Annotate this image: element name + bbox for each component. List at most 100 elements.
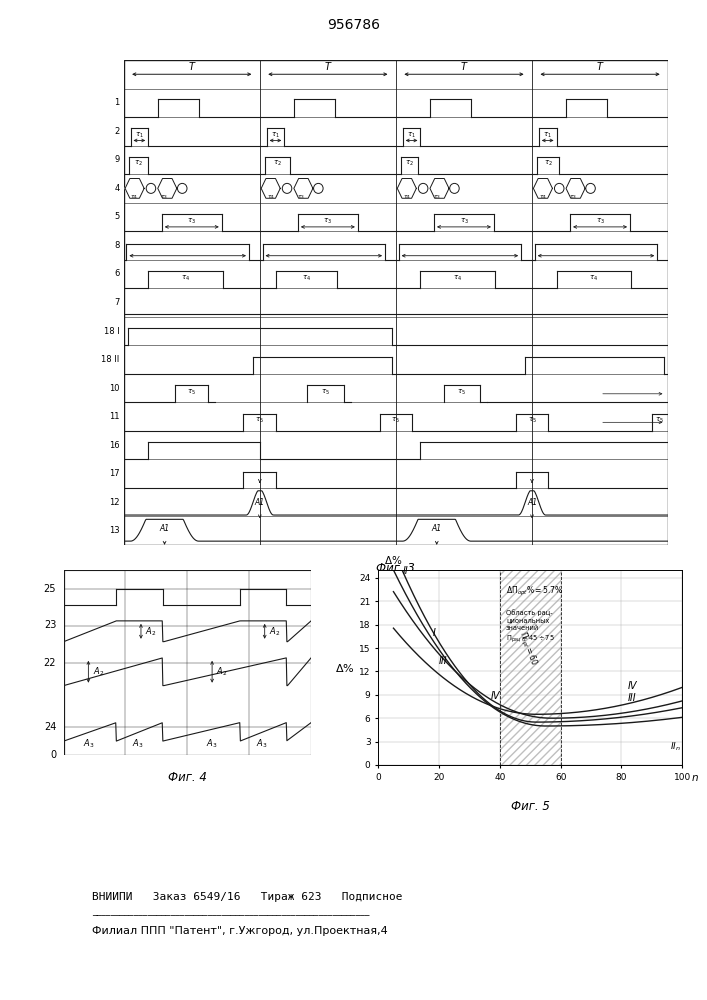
Polygon shape [533,178,552,198]
Polygon shape [397,178,416,198]
Text: Область рац-
циональных
значений
$\Pi_{рац}=45\div75$: Область рац- циональных значений $\Pi_{р… [506,609,555,645]
Text: A1: A1 [160,524,170,533]
Text: $\tau_3$: $\tau_3$ [323,217,332,226]
Text: 23: 23 [44,620,57,631]
Text: T: T [325,62,331,72]
Ellipse shape [586,183,595,193]
Text: 6: 6 [115,269,119,278]
Ellipse shape [450,183,460,193]
Text: 9: 9 [115,155,119,164]
Polygon shape [294,178,313,198]
Text: 24: 24 [44,722,57,732]
Text: $\tau_4$: $\tau_4$ [590,273,598,283]
Text: $\tau_3$: $\tau_3$ [595,217,604,226]
Text: III: III [439,656,448,666]
Text: $\tau_2$: $\tau_2$ [544,159,553,168]
Text: $A_3$: $A_3$ [132,737,144,750]
Ellipse shape [554,183,564,193]
Text: 12: 12 [109,498,119,507]
Text: $\tau_2$: $\tau_2$ [405,159,414,168]
Text: $A_3$: $A_3$ [256,737,267,750]
Text: A1: A1 [255,498,265,507]
Text: $\tau_5$: $\tau_5$ [527,416,537,425]
Y-axis label: $\Delta\%$: $\Delta\%$ [335,662,355,674]
Text: $\tau_4$: $\tau_4$ [267,193,275,201]
Text: 16: 16 [109,441,119,450]
Text: 22: 22 [44,658,57,668]
Text: $\tau_4$: $\tau_4$ [303,273,311,283]
Text: $\tau_4$: $\tau_4$ [131,193,139,201]
Polygon shape [158,178,177,198]
Text: T: T [597,62,603,72]
Ellipse shape [282,183,292,193]
Text: IV: IV [491,691,501,701]
Text: Филиал ППП "Патент", г.Ужгород, ул.Проектная,4: Филиал ППП "Патент", г.Ужгород, ул.Проек… [92,926,387,936]
Text: $\tau_3$: $\tau_3$ [433,193,441,201]
Polygon shape [125,178,144,198]
Text: $\tau_1$: $\tau_1$ [135,131,144,140]
Text: ВНИИПИ   Заказ 6549/16   Тираж 623   Подписное: ВНИИПИ Заказ 6549/16 Тираж 623 Подписное [92,892,402,902]
Text: $\tau_4$: $\tau_4$ [181,273,190,283]
Text: $\Pi_{opt}=60$: $\Pi_{opt}=60$ [515,630,539,668]
Text: II: II [402,566,409,576]
Text: A1: A1 [527,498,537,507]
Text: $\tau_3$: $\tau_3$ [460,217,469,226]
Text: $\tau_5$: $\tau_5$ [255,416,264,425]
Text: T: T [461,62,467,72]
Text: $\tau_4$: $\tau_4$ [453,273,462,283]
Text: $\tau_2$: $\tau_2$ [273,159,282,168]
Text: $\tau_3$: $\tau_3$ [187,217,197,226]
Text: $\tau_5$: $\tau_5$ [187,387,197,397]
Text: 18 II: 18 II [101,355,119,364]
Text: IV: IV [628,681,637,691]
Polygon shape [566,178,585,198]
Text: T: T [189,62,194,72]
Text: $\tau_3$: $\tau_3$ [160,193,169,201]
Text: $\tau_4$: $\tau_4$ [403,193,411,201]
Text: $\tau_1$: $\tau_1$ [543,131,552,140]
Text: $A_2$: $A_2$ [216,666,228,678]
Text: $\tau_3$: $\tau_3$ [568,193,577,201]
Text: 10: 10 [109,384,119,393]
Text: $\tau_2$: $\tau_2$ [134,159,143,168]
Text: Фиг. 5: Фиг. 5 [511,800,549,813]
Text: 4: 4 [115,184,119,193]
Text: $A_2$: $A_2$ [146,625,157,638]
Ellipse shape [314,183,323,193]
Text: $\tau_5$: $\tau_5$ [655,416,665,425]
Text: $A_2$: $A_2$ [269,625,281,638]
Text: $A_3$: $A_3$ [206,737,218,750]
Text: 18 I: 18 I [104,327,119,336]
Text: $\tau_5$: $\tau_5$ [457,387,467,397]
Text: Фиг. 3: Фиг. 3 [377,562,415,575]
Text: $\tau_5$: $\tau_5$ [392,416,400,425]
Text: $\tau_5$: $\tau_5$ [322,387,330,397]
Text: $\tau_1$: $\tau_1$ [271,131,280,140]
Text: 1: 1 [115,98,119,107]
Text: A1: A1 [432,524,442,533]
Text: III: III [628,693,636,703]
Text: $\Delta \Pi_{opt}\% = 5.7\%$: $\Delta \Pi_{opt}\% = 5.7\%$ [506,585,563,598]
Polygon shape [430,178,449,198]
Bar [500,570,561,765]
Text: ────────────────────────────────────────────────────────────: ────────────────────────────────────────… [92,910,370,919]
Text: 0: 0 [50,750,57,760]
Text: 11: 11 [109,412,119,421]
Ellipse shape [177,183,187,193]
Text: 13: 13 [109,526,119,535]
Ellipse shape [146,183,156,193]
Text: $\tau_1$: $\tau_1$ [407,131,416,140]
Text: 25: 25 [44,584,57,593]
Text: n: n [691,773,698,783]
Text: $\tau_4$: $\tau_4$ [539,193,547,201]
Text: 7: 7 [115,298,119,307]
Text: $\Delta\%$: $\Delta\%$ [385,554,403,566]
Text: I: I [433,628,436,638]
Text: 17: 17 [109,469,119,478]
Text: $II_n$: $II_n$ [670,740,681,753]
Ellipse shape [419,183,428,193]
Text: $A_3$: $A_3$ [83,737,94,750]
Text: 956786: 956786 [327,18,380,32]
Text: $A_2$: $A_2$ [93,666,104,678]
Text: 8: 8 [115,241,119,250]
